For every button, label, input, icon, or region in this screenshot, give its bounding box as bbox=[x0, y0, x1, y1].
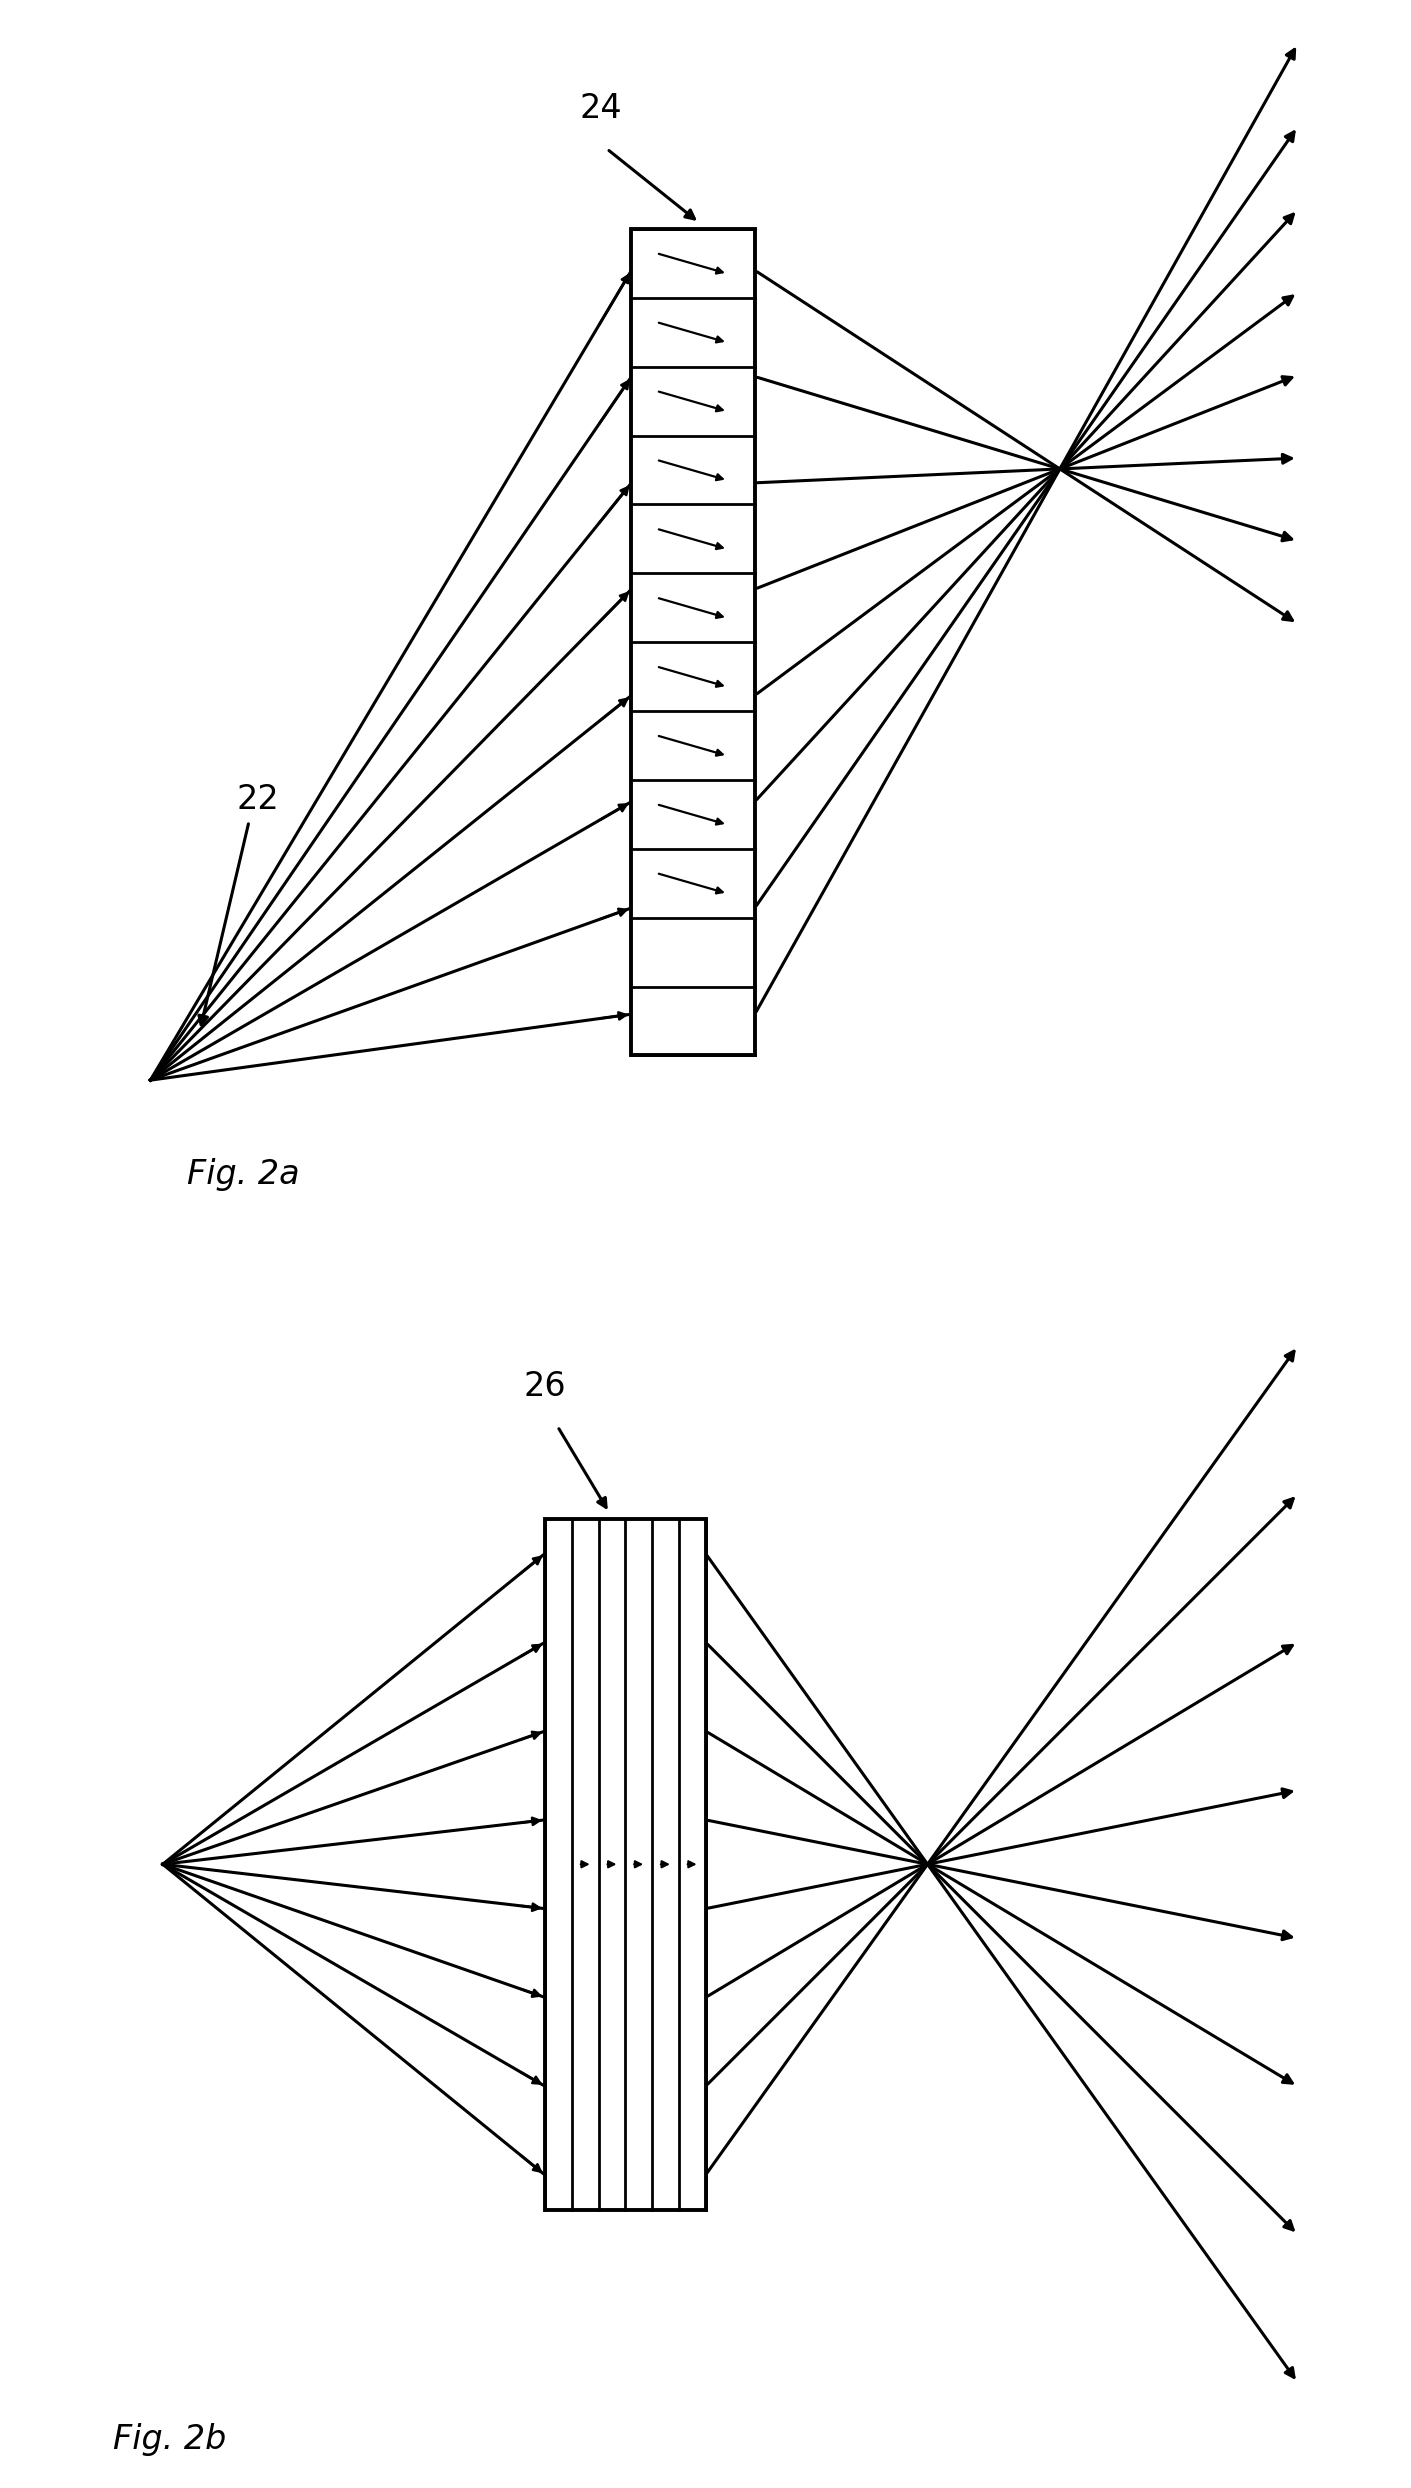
Bar bbox=[545, 1518, 706, 2209]
Text: Fig. 2a: Fig. 2a bbox=[188, 1159, 301, 1192]
Text: 22: 22 bbox=[237, 784, 279, 816]
Text: 24: 24 bbox=[580, 92, 622, 124]
Text: 26: 26 bbox=[523, 1368, 566, 1403]
Bar bbox=[632, 229, 755, 1055]
Text: Fig. 2b: Fig. 2b bbox=[113, 2423, 227, 2456]
